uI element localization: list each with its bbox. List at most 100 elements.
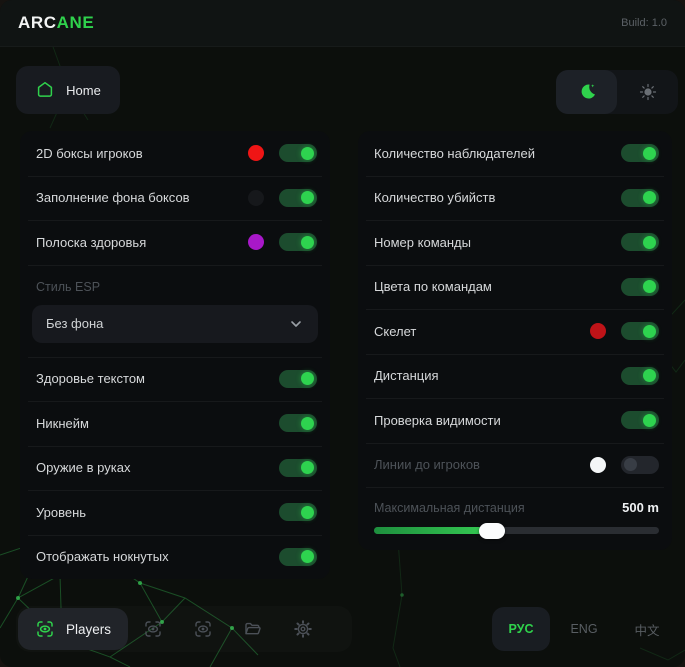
toggle-knob [301, 146, 314, 160]
chevron-down-icon [288, 316, 304, 332]
home-label: Home [66, 82, 101, 98]
toggle-knob [643, 280, 656, 294]
setting-label: Полоска здоровья [36, 234, 147, 250]
toggle-knob [624, 458, 637, 472]
esp-style-block: Стиль ESP Без фона [20, 264, 330, 357]
setting-row: 2D боксы игроков [20, 131, 330, 176]
color-swatch[interactable] [590, 456, 606, 473]
setting-label: Номер команды [374, 234, 471, 250]
language-eng-button[interactable]: ENG [570, 622, 598, 636]
setting-label: Дистанция [374, 368, 439, 384]
language-rus-button[interactable]: РУС [492, 607, 550, 651]
toggle-switch[interactable] [621, 144, 659, 163]
eye-scan-icon [143, 619, 163, 639]
toggle-knob [643, 413, 656, 427]
toggle-switch[interactable] [279, 188, 317, 207]
setting-label: Количество убийств [374, 190, 496, 206]
toggle-knob [643, 369, 656, 383]
slider-handle[interactable] [479, 522, 506, 539]
setting-label: Проверка видимости [374, 412, 501, 428]
language-zh-button[interactable]: 中文 [634, 623, 660, 638]
setting-row: Здоровье текстом [20, 356, 330, 402]
home-icon [35, 80, 55, 100]
toggle-switch[interactable] [279, 233, 317, 252]
toggle-knob [301, 191, 314, 205]
setting-row: Проверка видимости [358, 398, 672, 443]
brand-accent: ANE [56, 13, 95, 32]
brand-primary: ARC [18, 13, 57, 32]
setting-row: Цвета по командам [358, 264, 672, 310]
esp-settings-panel-left: 2D боксы игроков Заполнение фона боксов По… [20, 131, 330, 579]
toggle-switch[interactable] [279, 547, 317, 566]
toggle-switch[interactable] [621, 277, 659, 296]
setting-row: Отображать нокнутых [20, 534, 330, 580]
toggle-knob [301, 550, 314, 564]
setting-label: Здоровье текстом [36, 371, 145, 387]
toggle-switch[interactable] [279, 369, 317, 388]
toggle-switch[interactable] [621, 322, 659, 341]
color-swatch[interactable] [590, 323, 606, 340]
setting-row: Количество убийств [358, 175, 672, 221]
toggle-switch[interactable] [621, 455, 659, 474]
toggle-knob [643, 191, 656, 205]
eye-scan-icon [35, 619, 55, 639]
setting-row: Количество наблюдателей [358, 131, 672, 176]
toggle-knob [301, 416, 314, 430]
toggle-knob [643, 235, 656, 249]
toggle-knob [301, 372, 314, 386]
tab-eye-scan-3[interactable] [178, 608, 228, 650]
tab-settings[interactable] [278, 608, 328, 650]
sun-icon [639, 83, 657, 101]
color-swatch[interactable] [248, 234, 264, 251]
setting-row: Никнейм [20, 401, 330, 446]
toggle-knob [301, 505, 314, 519]
slider-fill [374, 527, 506, 534]
light-theme-button[interactable] [617, 70, 678, 114]
max-distance-slider[interactable] [374, 522, 659, 539]
setting-label: 2D боксы игроков [36, 145, 143, 161]
slider-value: 500 m [622, 500, 659, 515]
dark-theme-button[interactable] [556, 70, 617, 114]
toggle-switch[interactable] [621, 411, 659, 430]
toggle-switch[interactable] [279, 144, 317, 163]
esp-style-select[interactable]: Без фона [32, 304, 318, 343]
toggle-knob [301, 235, 314, 249]
setting-label: Линии до игроков [374, 457, 480, 473]
moon-icon [577, 82, 597, 102]
setting-label: Заполнение фона боксов [36, 190, 190, 206]
tab-eye-scan-2[interactable] [128, 608, 178, 650]
toggle-knob [301, 461, 314, 475]
color-swatch[interactable] [248, 189, 264, 206]
tab-folder[interactable] [228, 608, 278, 650]
setting-row: Полоска здоровья [20, 220, 330, 265]
setting-row: Линии до игроков [358, 442, 672, 488]
toggle-switch[interactable] [621, 366, 659, 385]
toggle-switch[interactable] [279, 414, 317, 433]
max-distance-block: Максимальная дистанция 500 m [358, 487, 672, 550]
toggle-switch[interactable] [621, 188, 659, 207]
players-label: Players [65, 621, 111, 637]
setting-row: Заполнение фона боксов [20, 175, 330, 221]
toggle-knob [643, 324, 656, 338]
esp-settings-panel-right: Количество наблюдателей Количество убийст… [358, 131, 672, 550]
gear-icon [293, 619, 313, 639]
language-switch: РУС ENG 中文 [492, 606, 676, 652]
eye-scan-icon [193, 619, 213, 639]
folder-icon [243, 619, 263, 639]
toggle-switch[interactable] [279, 503, 317, 522]
toggle-switch[interactable] [621, 233, 659, 252]
toggle-switch[interactable] [279, 458, 317, 477]
tab-players[interactable]: Players [18, 608, 128, 650]
setting-row: Дистанция [358, 353, 672, 399]
setting-row: Уровень [20, 490, 330, 535]
color-swatch[interactable] [248, 145, 264, 162]
setting-row: Оружие в руках [20, 445, 330, 491]
header: ARCANE Build: 1.0 [0, 0, 685, 47]
setting-label: Уровень [36, 504, 87, 520]
home-button[interactable]: Home [16, 66, 120, 114]
bottom-toolbar: Players [16, 606, 352, 652]
theme-switch [556, 70, 678, 114]
esp-style-value: Без фона [46, 316, 104, 331]
setting-label: Количество наблюдателей [374, 145, 535, 161]
